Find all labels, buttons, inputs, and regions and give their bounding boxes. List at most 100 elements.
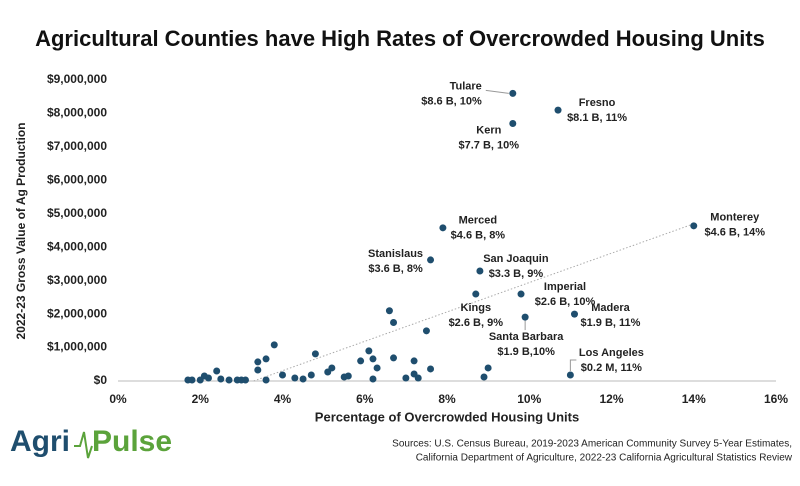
x-tick-label: 14% [682, 392, 706, 406]
point [200, 372, 208, 380]
point [324, 368, 332, 376]
y-tick-label: $9,000,000 [47, 72, 107, 86]
labeled-point [517, 290, 525, 298]
y-tick-label: $7,000,000 [47, 139, 107, 153]
point [373, 364, 381, 372]
point-label: Madera [591, 302, 630, 314]
point-detail: $7.7 B, 10% [459, 139, 520, 151]
point-detail: $1.9 B,10% [497, 346, 555, 358]
labeled-point [509, 89, 517, 97]
x-tick-label: 10% [517, 392, 541, 406]
point-label: Monterey [710, 212, 760, 224]
point-detail: $0.2 M, 11% [581, 362, 642, 374]
point [480, 373, 488, 381]
labeled-point [472, 290, 480, 298]
point [225, 376, 233, 384]
x-tick-label: 16% [764, 392, 788, 406]
x-tick-label: 8% [438, 392, 456, 406]
labeled-point [476, 267, 484, 275]
point-detail: $2.6 B, 9% [449, 317, 504, 329]
point-label: Tulare [450, 80, 482, 92]
point [369, 355, 377, 363]
point [254, 358, 262, 366]
point-label: Merced [459, 215, 498, 227]
y-tick-label: $4,000,000 [47, 239, 107, 253]
y-axis-label: 2022-23 Gross Value of Ag Production [14, 123, 28, 340]
logo-pulse: Pulse [92, 425, 172, 458]
labeled-point [554, 106, 562, 114]
point [213, 367, 221, 375]
y-tick-label: $1,000,000 [47, 340, 107, 354]
point-label: San Joaquin [483, 253, 549, 265]
labeled-point [509, 119, 517, 127]
point-label: Stanislaus [368, 248, 423, 260]
source-line: California Department of Agriculture, 20… [416, 453, 793, 464]
y-tick-label: $5,000,000 [47, 206, 107, 220]
x-tick-label: 6% [356, 392, 374, 406]
leader-line [485, 89, 509, 94]
x-tick-label: 2% [192, 392, 210, 406]
point-detail: $3.6 B, 8% [368, 263, 423, 275]
point-label: Kern [476, 124, 501, 136]
point [402, 374, 410, 382]
y-tick-label: $0 [94, 373, 108, 387]
point-detail: $4.6 B, 14% [704, 227, 765, 239]
labeled-point [690, 222, 698, 230]
point [390, 318, 398, 326]
point [410, 357, 418, 365]
trendline [253, 223, 694, 382]
point [254, 366, 262, 374]
y-tick-label: $8,000,000 [47, 106, 107, 120]
point [390, 354, 398, 362]
point [233, 376, 241, 384]
logo-pulse-line [74, 431, 93, 459]
x-tick-label: 4% [274, 392, 292, 406]
labeled-point [566, 371, 574, 379]
point-detail: $1.9 B, 11% [581, 317, 641, 329]
point [344, 372, 352, 380]
labeled-point [439, 224, 447, 232]
point [385, 307, 393, 315]
y-tick-label: $2,000,000 [47, 306, 107, 320]
labeled-point [521, 313, 529, 321]
point-detail: $3.3 B, 9% [489, 268, 544, 280]
point [291, 374, 299, 382]
point [357, 357, 365, 365]
point [410, 370, 418, 378]
point-detail: $2.6 B, 10% [535, 296, 596, 308]
labeled-point [427, 256, 435, 264]
point-detail: $4.6 B, 8% [451, 230, 506, 242]
point-label: Los Angeles [579, 347, 644, 359]
point-detail: $8.6 B, 10% [421, 95, 482, 107]
point [422, 327, 430, 335]
point [270, 341, 278, 349]
point [217, 375, 225, 383]
logo-agri: Agri [10, 425, 70, 458]
point [299, 375, 307, 383]
labeled-point [570, 310, 578, 318]
chart-title: Agricultural Counties have High Rates of… [35, 26, 765, 51]
y-tick-label: $6,000,000 [47, 173, 107, 187]
point [369, 375, 377, 383]
point [484, 364, 492, 372]
y-tick-label: $3,000,000 [47, 273, 107, 287]
point [307, 371, 315, 379]
point-detail: $8.1 B, 11% [567, 112, 627, 124]
x-tick-label: 0% [109, 392, 127, 406]
point [427, 365, 435, 373]
leader-line [569, 359, 577, 371]
point [188, 376, 196, 384]
point [262, 355, 270, 363]
point-label: Imperial [544, 281, 586, 293]
point [311, 350, 319, 358]
point-label: Kings [461, 302, 492, 314]
point-label: Fresno [579, 97, 616, 109]
point [365, 347, 373, 355]
x-axis-label: Percentage of Overcrowded Housing Units [315, 409, 579, 424]
x-tick-label: 12% [599, 392, 623, 406]
point-label: Santa Barbara [489, 331, 564, 343]
source-line: Sources: U.S. Census Bureau, 2019-2023 A… [392, 439, 792, 450]
point [262, 376, 270, 384]
